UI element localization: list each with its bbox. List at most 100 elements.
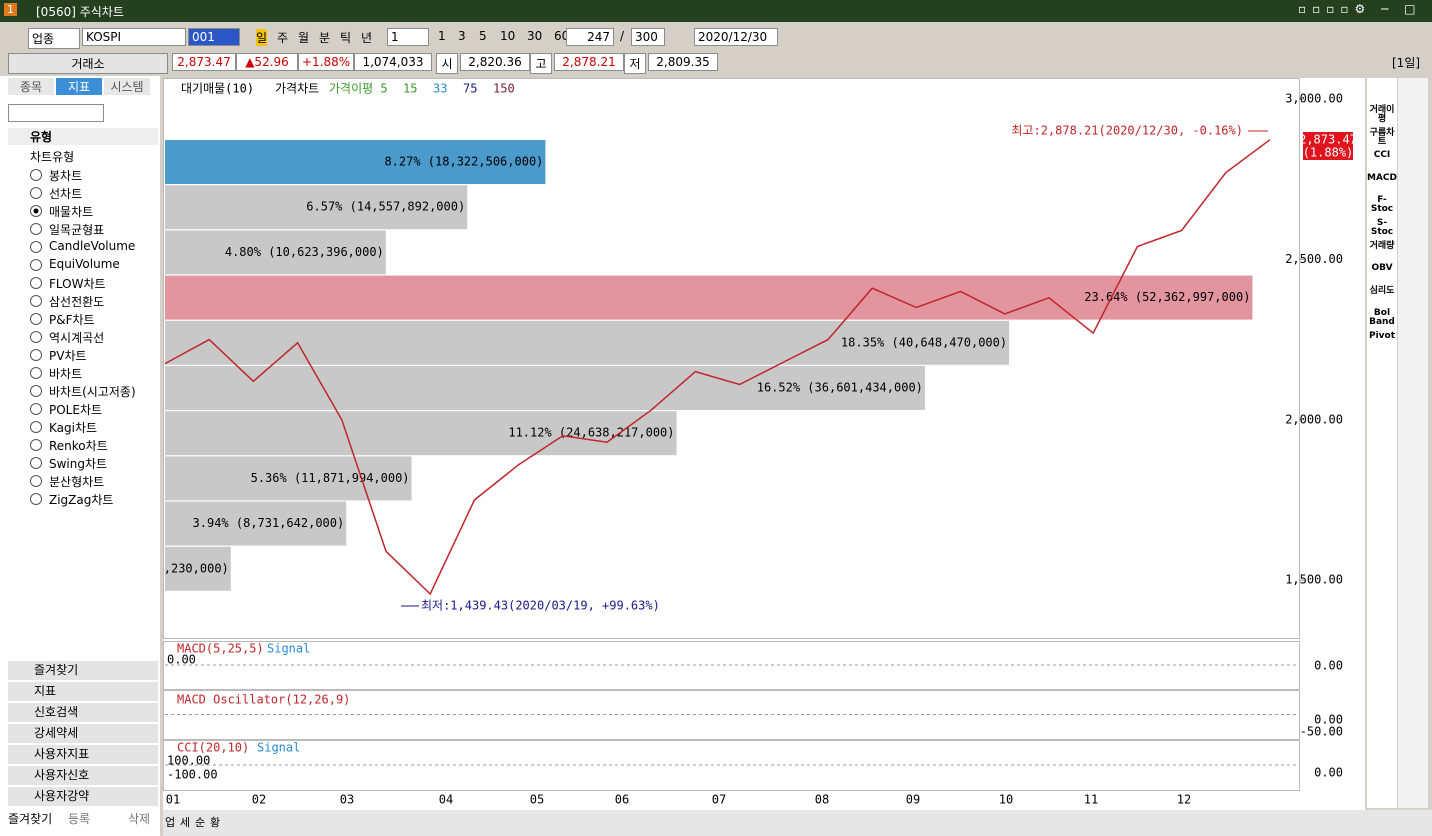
radio[interactable] xyxy=(30,475,42,487)
chart-type-option[interactable]: POLE차트 xyxy=(49,403,103,417)
radio[interactable] xyxy=(30,367,42,379)
interval-button[interactable]: 10 xyxy=(500,29,516,43)
interval-button[interactable]: 5 xyxy=(479,29,487,43)
chart-type-option[interactable]: Renko차트 xyxy=(49,439,108,453)
period-button[interactable]: 월 xyxy=(298,31,310,45)
radio[interactable] xyxy=(30,313,42,325)
period-button[interactable]: 주 xyxy=(277,31,289,45)
sidebar-button[interactable]: 등록 xyxy=(68,812,91,826)
period-button[interactable]: 년 xyxy=(361,31,373,45)
group-folder[interactable]: 사용자지표 xyxy=(8,745,158,764)
symbol-input[interactable]: KOSPI xyxy=(82,28,186,46)
chart-type-option[interactable]: Kagi차트 xyxy=(49,421,98,435)
radio[interactable] xyxy=(30,295,42,307)
tool-button[interactable]: Bol Band xyxy=(1369,308,1395,328)
tool-button[interactable]: 거래이평 xyxy=(1369,105,1395,124)
chart-type-option[interactable]: FLOW차트 xyxy=(49,277,106,291)
sidebar-tab[interactable]: 시스템 xyxy=(104,78,150,95)
sidebar-button[interactable]: 즐겨찾기 xyxy=(8,812,53,826)
cci-legend: Signal xyxy=(257,741,300,755)
bottom-tab[interactable]: 황 xyxy=(210,816,221,829)
chart-type-option[interactable]: 선차트 xyxy=(49,187,83,201)
chart-type-option[interactable]: 역시계곡선 xyxy=(49,331,105,345)
radio[interactable] xyxy=(30,223,42,235)
tool-button[interactable]: Pivot xyxy=(1368,331,1396,341)
tool-button[interactable]: S-Stoc xyxy=(1370,218,1394,237)
radio[interactable] xyxy=(30,439,42,451)
chart-type-option[interactable]: 분산형차트 xyxy=(49,475,105,489)
radio[interactable] xyxy=(30,493,42,505)
sidebar-button[interactable]: 삭제 xyxy=(128,812,151,826)
radio[interactable] xyxy=(30,457,42,469)
tool-button[interactable]: 거래량 xyxy=(1369,240,1395,251)
radio[interactable] xyxy=(30,259,42,271)
chart-type-option[interactable]: EquiVolume xyxy=(49,257,120,271)
volume-profile-bar xyxy=(165,185,468,230)
radio[interactable] xyxy=(30,349,42,361)
radio[interactable] xyxy=(30,385,42,397)
period-button[interactable]: 일 xyxy=(256,29,268,46)
group-folder[interactable]: 지표 xyxy=(8,682,158,701)
radio[interactable] xyxy=(30,331,42,343)
tool-button[interactable]: F-Stoc xyxy=(1370,195,1394,215)
interval-button[interactable]: 30 xyxy=(527,29,543,43)
window-title: [0560] 주식차트 xyxy=(36,5,124,19)
tool-button[interactable]: 구름차트 xyxy=(1369,127,1395,147)
max-input[interactable]: 300 xyxy=(631,28,665,46)
tool-button[interactable]: OBV xyxy=(1371,263,1393,274)
radio[interactable] xyxy=(30,205,42,217)
period-button[interactable]: 틱 xyxy=(340,31,352,45)
volume-profile-label: 3.94% (8,731,642,000) xyxy=(193,516,345,530)
chart-type-option[interactable]: 삼선전환도 xyxy=(49,295,105,309)
group-folder[interactable]: 강세약세 xyxy=(8,724,158,743)
bottom-tab[interactable]: 세 xyxy=(180,816,191,829)
window-controls[interactable]: ▫▫▫▫⚙ ─ □ ✕ xyxy=(1298,2,1432,16)
month-label: 05 xyxy=(530,793,544,807)
chart-type-option[interactable]: 일목균형표 xyxy=(49,223,105,237)
chart-type-option[interactable]: 바차트 xyxy=(49,367,83,381)
radio[interactable] xyxy=(30,241,42,253)
panel-frame xyxy=(163,641,1300,690)
month-label: 12 xyxy=(1177,793,1191,807)
panel-frame xyxy=(163,78,1300,639)
group-folder[interactable]: 사용자신호 xyxy=(8,766,158,785)
tool-button[interactable]: MACD xyxy=(1367,172,1397,183)
sidebar-tab[interactable]: 지표 xyxy=(56,78,102,95)
y-tick-label: 2,500.00 xyxy=(1285,252,1343,266)
chart-type-option[interactable]: 바차트(시고저종) xyxy=(49,385,136,399)
quote-change: ▲52.96 xyxy=(236,53,298,71)
search-input[interactable] xyxy=(8,104,104,122)
chart-type-option[interactable]: 매물차트 xyxy=(49,205,94,219)
date-select[interactable]: 2020/12/30 xyxy=(694,28,778,46)
bottom-tab[interactable]: 순 xyxy=(195,816,206,829)
quote-volume: 1,074,033 xyxy=(354,53,432,71)
group-folder[interactable]: 사용자강약 xyxy=(8,787,158,806)
interval-button[interactable]: 3 xyxy=(458,29,466,43)
bottom-tab[interactable]: 업 xyxy=(165,816,176,829)
tool-button[interactable]: 심리도 xyxy=(1369,285,1395,296)
unit-select[interactable]: 1 xyxy=(387,28,429,46)
radio[interactable] xyxy=(30,421,42,433)
chart-type-option[interactable]: CandleVolume xyxy=(49,239,136,253)
radio[interactable] xyxy=(30,187,42,199)
count-input[interactable]: 247 xyxy=(566,28,614,46)
period-button[interactable]: 분 xyxy=(319,31,331,45)
chart-type-option[interactable]: Swing차트 xyxy=(49,457,108,471)
sidebar-tab[interactable]: 종목 xyxy=(8,78,54,95)
tool-button[interactable]: CCI xyxy=(1373,150,1391,161)
volume-profile-label: 4.80% (10,623,396,000) xyxy=(225,245,384,259)
chart-type-option[interactable]: ZigZag차트 xyxy=(49,493,114,507)
radio[interactable] xyxy=(30,277,42,289)
chart-type-option[interactable]: P&F차트 xyxy=(49,313,95,327)
chart-type-option[interactable]: PV차트 xyxy=(49,349,87,363)
code-input[interactable]: 001 xyxy=(188,28,240,46)
group-folder[interactable]: 신호검색 xyxy=(8,703,158,722)
market-select[interactable]: 업종 xyxy=(28,28,80,49)
radio[interactable] xyxy=(30,169,42,181)
chart-type-option[interactable]: 봉차트 xyxy=(49,169,83,183)
interval-button[interactable]: 60 xyxy=(554,29,570,43)
group-folder[interactable]: 즐겨찾기 xyxy=(8,661,158,680)
radio[interactable] xyxy=(30,403,42,415)
interval-button[interactable]: 1 xyxy=(438,29,446,43)
